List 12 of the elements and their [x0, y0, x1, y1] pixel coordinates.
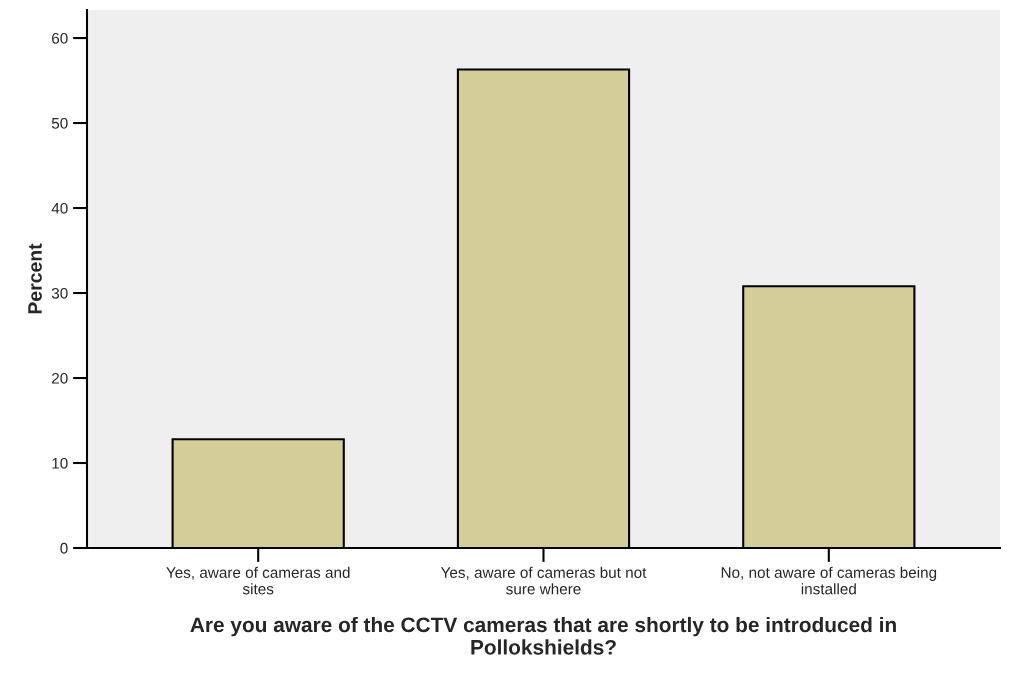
y-tick-label: 20 [52, 372, 68, 384]
y-tick-label: 0 [60, 542, 68, 554]
y-tick-label: 10 [52, 457, 68, 469]
x-axis-title: Are you aware of the CCTV cameras that are shortly to be introduced in Pollokshields? [190, 616, 896, 655]
x-tick-label: Yes, aware of cameras and sites [166, 566, 350, 595]
y-tick-label: 30 [51, 287, 68, 299]
y-tick-label: 50 [51, 117, 68, 129]
y-tick-label: 40 [51, 202, 68, 214]
x-tick-label: Yes, aware of cameras but not sure where [440, 566, 647, 595]
y-axis-title: Percent [28, 243, 42, 314]
y-tick-label: 60 [52, 32, 68, 44]
x-tick-label: No, not aware of cameras being installed [721, 566, 937, 595]
